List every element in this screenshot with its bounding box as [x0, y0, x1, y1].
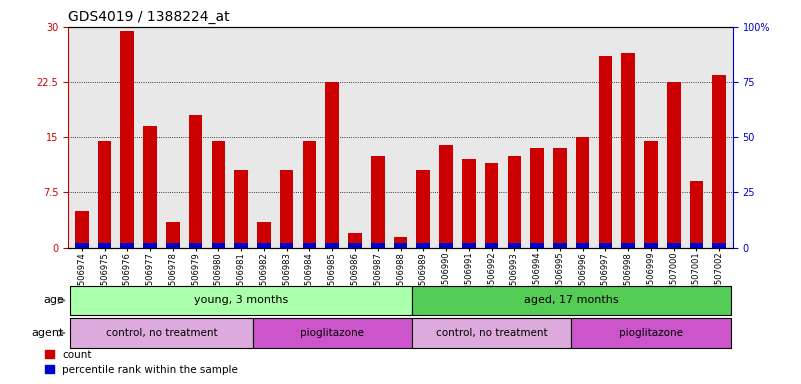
Bar: [143, 243, 157, 248]
Bar: [439, 145, 453, 248]
Bar: [598, 243, 612, 248]
Bar: [622, 53, 635, 248]
Bar: [622, 243, 635, 248]
Legend: count, percentile rank within the sample: count, percentile rank within the sample: [46, 350, 238, 375]
Bar: [553, 148, 567, 248]
Bar: [439, 243, 453, 248]
Bar: [393, 243, 408, 248]
Bar: [75, 211, 89, 248]
Bar: [417, 170, 430, 248]
Bar: [598, 56, 612, 248]
Bar: [75, 243, 89, 248]
Bar: [417, 243, 430, 248]
Bar: [393, 237, 408, 248]
Bar: [303, 141, 316, 248]
Bar: [280, 243, 293, 248]
Bar: [143, 126, 157, 248]
Bar: [189, 243, 203, 248]
Bar: [211, 243, 225, 248]
Text: control, no treatment: control, no treatment: [436, 328, 547, 338]
Bar: [462, 159, 476, 248]
Bar: [70, 318, 252, 348]
Bar: [485, 243, 498, 248]
Bar: [508, 243, 521, 248]
Bar: [257, 222, 271, 248]
Bar: [98, 243, 111, 248]
Text: young, 3 months: young, 3 months: [194, 295, 288, 306]
Bar: [576, 243, 590, 248]
Bar: [667, 243, 681, 248]
Bar: [644, 243, 658, 248]
Bar: [120, 243, 134, 248]
Bar: [690, 243, 703, 248]
Bar: [412, 286, 731, 315]
Bar: [508, 156, 521, 248]
Bar: [303, 243, 316, 248]
Bar: [462, 243, 476, 248]
Bar: [166, 243, 179, 248]
Bar: [690, 182, 703, 248]
Bar: [371, 156, 384, 248]
Bar: [553, 243, 567, 248]
Text: control, no treatment: control, no treatment: [106, 328, 217, 338]
Bar: [98, 141, 111, 248]
Bar: [280, 170, 293, 248]
Bar: [712, 243, 726, 248]
Bar: [412, 318, 571, 348]
Bar: [234, 243, 248, 248]
Text: aged, 17 months: aged, 17 months: [524, 295, 618, 306]
Bar: [325, 82, 339, 248]
Bar: [667, 82, 681, 248]
Bar: [371, 243, 384, 248]
Bar: [485, 163, 498, 248]
Bar: [234, 170, 248, 248]
Bar: [70, 286, 412, 315]
Bar: [166, 222, 179, 248]
Bar: [120, 31, 134, 248]
Bar: [576, 137, 590, 248]
Bar: [644, 141, 658, 248]
Text: age: age: [43, 295, 64, 306]
Bar: [189, 115, 203, 248]
Text: pioglitazone: pioglitazone: [300, 328, 364, 338]
Text: GDS4019 / 1388224_at: GDS4019 / 1388224_at: [68, 10, 230, 25]
Text: agent: agent: [32, 328, 64, 338]
Bar: [712, 75, 726, 248]
Bar: [257, 243, 271, 248]
Bar: [252, 318, 412, 348]
Text: pioglitazone: pioglitazone: [619, 328, 683, 338]
Bar: [571, 318, 731, 348]
Bar: [348, 233, 362, 248]
Bar: [348, 243, 362, 248]
Bar: [530, 243, 544, 248]
Bar: [211, 141, 225, 248]
Bar: [530, 148, 544, 248]
Bar: [325, 243, 339, 248]
